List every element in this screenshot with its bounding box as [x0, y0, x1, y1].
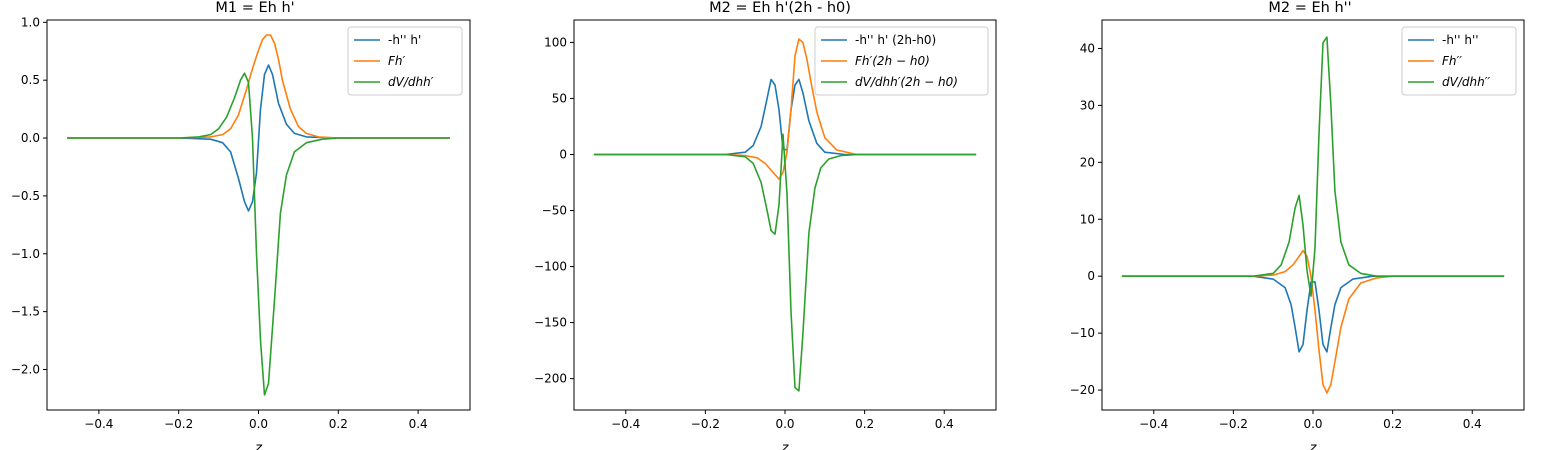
- x-axis-label: z: [1309, 441, 1318, 450]
- x-axis-label: z: [781, 441, 790, 450]
- x-tick-label: −0.2: [691, 417, 720, 431]
- chart-title: M2 = Eh h'': [1268, 0, 1351, 16]
- y-tick-label: 20: [1080, 155, 1095, 169]
- y-tick-label: −1.5: [11, 305, 40, 319]
- legend-box: [814, 26, 989, 96]
- y-tick-label: 50: [552, 91, 567, 105]
- y-tick-label: −100: [534, 260, 567, 274]
- y-tick-label: −50: [542, 204, 567, 218]
- x-tick-label: 0.2: [855, 417, 874, 431]
- x-tick-label: 0.0: [775, 417, 794, 431]
- y-tick-label: 30: [1080, 98, 1095, 112]
- series-line-1: [1121, 275, 1505, 353]
- series-line-3: [593, 133, 977, 392]
- legend-label: -h'' h'': [1442, 33, 1479, 47]
- legend-label: Fh′: [388, 54, 406, 68]
- legend-box: [347, 26, 463, 96]
- legend-label: dV/dhh′: [388, 75, 434, 89]
- subplot-m2-hpp: M2 = Eh h'' −0.4 −0.2 0.0 0.2 0.4 40 30 20 10 0 −1…: [1070, 0, 1525, 450]
- series-line-3: [67, 72, 450, 396]
- y-tick-label: 1.0: [21, 15, 40, 29]
- y-tick-label: 0: [1087, 269, 1095, 283]
- y-tick-label: 40: [1080, 41, 1095, 55]
- x-tick-label: 0.0: [249, 417, 268, 431]
- subplot-m1: M1 = Eh h' −0.4 −0.2 0.0 0.2 0.4 1.0 0.5 0.0 −0.…: [11, 0, 471, 450]
- x-axis-label: z: [254, 441, 263, 450]
- chart-title: M1 = Eh h': [215, 0, 294, 16]
- y-tick-label: −10: [1070, 326, 1095, 340]
- y-tick-label: −150: [534, 316, 567, 330]
- y-tick-label: 100: [544, 35, 567, 49]
- series-line-2: [593, 38, 977, 180]
- y-tick-label: 0.0: [21, 131, 40, 145]
- y-tick-label: −1.0: [11, 247, 40, 261]
- x-tick-label: 0.2: [1383, 417, 1402, 431]
- y-tick-label: −2.0: [11, 362, 40, 376]
- subplot-m2-2h: M2 = Eh h'(2h - h0) −0.4 −0.2 0.0 0.2 0.4 100…: [534, 0, 997, 450]
- series-line-2: [67, 34, 450, 139]
- x-tick-label: 0.0: [1303, 417, 1322, 431]
- legend-label: -h'' h': [388, 33, 421, 47]
- legend-label: Fh′(2h − h0): [855, 54, 930, 68]
- y-tick-label: −200: [534, 372, 567, 386]
- y-tick-label: 0: [559, 147, 567, 161]
- series-line-3: [1121, 36, 1505, 297]
- y-tick-label: −0.5: [11, 189, 40, 203]
- y-tick-label: −20: [1070, 383, 1095, 397]
- x-tick-label: 0.2: [329, 417, 348, 431]
- legend-label: Fh′′: [1442, 54, 1462, 68]
- chart-title: M2 = Eh h'(2h - h0): [709, 0, 851, 16]
- legend-label: dV/dhh′′: [1442, 75, 1490, 89]
- series-line-1: [593, 78, 977, 156]
- x-tick-label: −0.2: [164, 417, 193, 431]
- legend-label: dV/dhh′(2h − h0): [855, 75, 958, 89]
- series-line-1: [67, 64, 450, 212]
- x-tick-label: 0.4: [935, 417, 954, 431]
- x-tick-label: −0.2: [1219, 417, 1248, 431]
- series-line-2: [1121, 249, 1505, 394]
- x-tick-label: 0.4: [1463, 417, 1482, 431]
- x-tick-label: 0.4: [409, 417, 428, 431]
- y-tick-label: 0.5: [21, 73, 40, 87]
- x-tick-label: −0.4: [611, 417, 640, 431]
- x-tick-label: −0.4: [84, 417, 113, 431]
- x-tick-label: −0.4: [1139, 417, 1168, 431]
- y-tick-label: 10: [1080, 212, 1095, 226]
- legend-box: [1401, 26, 1517, 96]
- legend-label: -h'' h' (2h-h0): [855, 33, 936, 47]
